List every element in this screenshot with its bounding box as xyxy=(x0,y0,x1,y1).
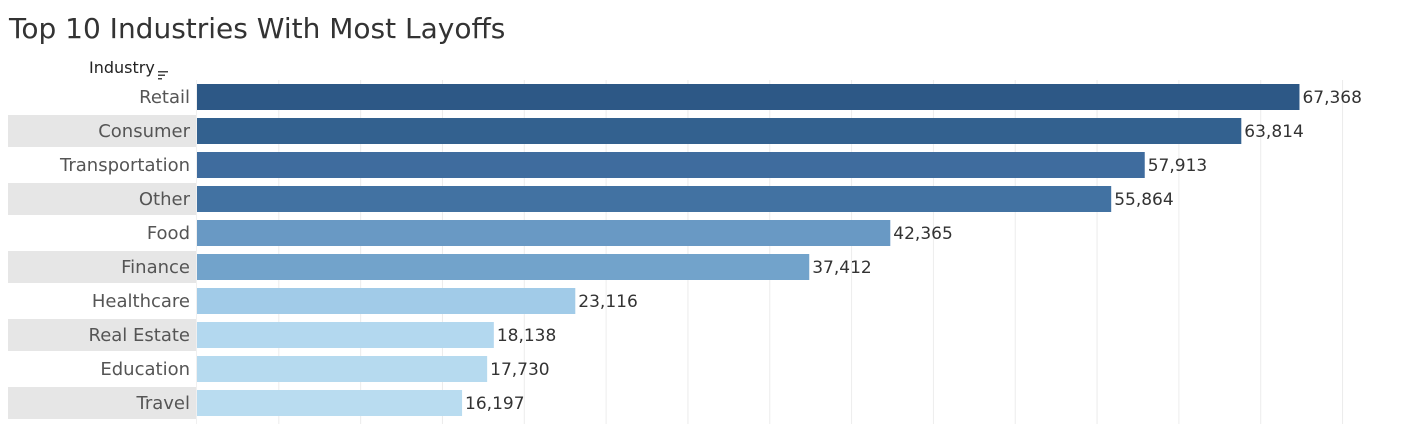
bar-retail[interactable] xyxy=(197,84,1300,110)
value-label: 67,368 xyxy=(1302,88,1361,108)
bar-other[interactable] xyxy=(197,186,1112,212)
bar-finance[interactable] xyxy=(197,254,810,280)
row-band xyxy=(8,115,197,147)
bar-food[interactable] xyxy=(197,220,891,246)
bar-education[interactable] xyxy=(197,356,488,382)
row-band xyxy=(8,251,197,283)
value-label: 16,197 xyxy=(465,394,524,414)
bar-real-estate[interactable] xyxy=(197,322,494,348)
sort-descending-icon[interactable] xyxy=(157,65,170,79)
bar-transportation[interactable] xyxy=(197,152,1145,178)
value-label: 37,412 xyxy=(812,258,871,278)
industry-field-label: Industry xyxy=(89,58,155,77)
category-label: Real Estate xyxy=(89,325,191,346)
bar-travel[interactable] xyxy=(197,390,463,416)
category-label: Travel xyxy=(135,393,190,414)
category-label: Finance xyxy=(121,257,190,278)
category-label: Food xyxy=(147,223,190,244)
value-label: 17,730 xyxy=(490,360,549,380)
category-label: Retail xyxy=(139,87,190,108)
row-band xyxy=(8,387,197,419)
industry-field-header[interactable]: Industry xyxy=(89,58,170,79)
category-label: Other xyxy=(139,189,191,210)
category-label: Education xyxy=(100,359,190,380)
bar-healthcare[interactable] xyxy=(197,288,576,314)
value-label: 42,365 xyxy=(893,224,952,244)
value-label: 57,913 xyxy=(1148,156,1207,176)
bar-consumer[interactable] xyxy=(197,118,1242,144)
value-label: 63,814 xyxy=(1244,122,1303,142)
row-band xyxy=(8,183,197,215)
row-band xyxy=(8,319,197,351)
value-label: 18,138 xyxy=(497,326,556,346)
category-label: Consumer xyxy=(98,121,190,142)
value-label: 23,116 xyxy=(578,292,637,312)
value-label: 55,864 xyxy=(1114,190,1173,210)
category-label: Healthcare xyxy=(92,291,190,312)
chart-title: Top 10 Industries With Most Layoffs xyxy=(9,12,506,45)
category-label: Transportation xyxy=(59,155,190,176)
